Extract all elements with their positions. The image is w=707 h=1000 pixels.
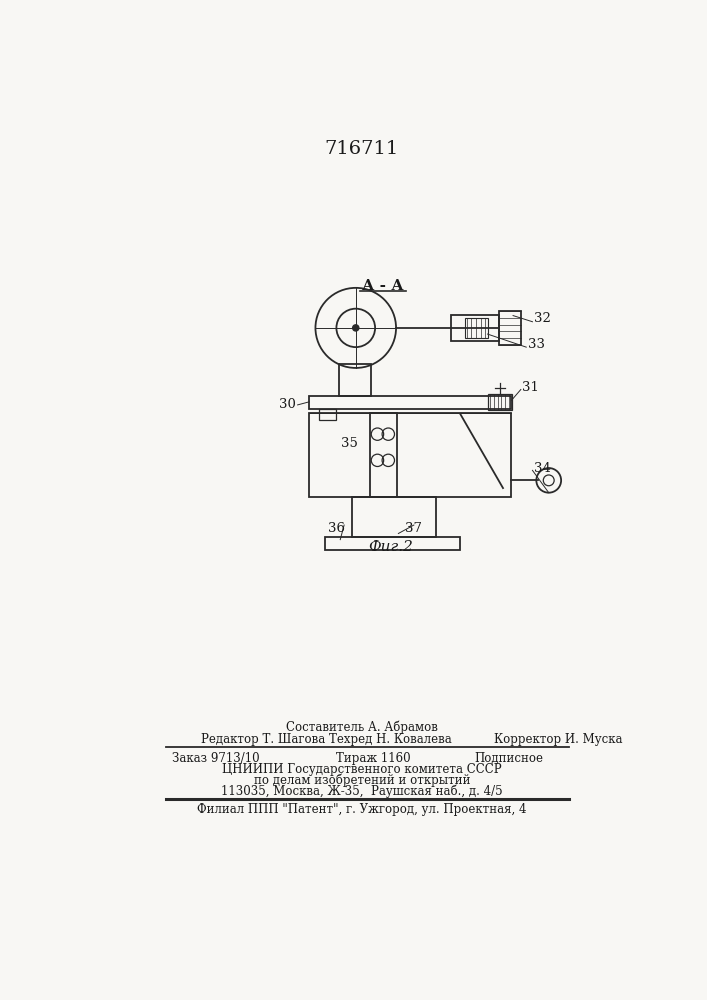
Text: Техред Н. Ковалева: Техред Н. Ковалева [329, 733, 451, 746]
Text: 33: 33 [528, 338, 545, 351]
Text: Корректор И. Муска: Корректор И. Муска [493, 733, 622, 746]
Bar [370, 413, 397, 497]
Text: 36: 36 [328, 522, 345, 535]
Text: 31: 31 [522, 381, 539, 394]
Text: 30: 30 [279, 398, 296, 411]
Text: 35: 35 [341, 437, 358, 450]
Text: Фиг.2: Фиг.2 [368, 540, 413, 554]
Circle shape [353, 325, 359, 331]
Text: 32: 32 [534, 312, 551, 325]
Text: Редактор Т. Шагова: Редактор Т. Шагова [201, 733, 325, 746]
Bar [451, 315, 499, 341]
Text: А - А: А - А [362, 279, 404, 293]
Text: Подписное: Подписное [474, 752, 543, 765]
Bar [309, 413, 510, 497]
Text: Тираж 1160: Тираж 1160 [337, 752, 411, 765]
Bar [319, 409, 336, 420]
Text: ЦНИИПИ Государственного комитета СССР: ЦНИИПИ Государственного комитета СССР [222, 763, 502, 776]
Text: Составитель А. Абрамов: Составитель А. Абрамов [286, 720, 438, 734]
Text: по делам изобретений и открытий: по делам изобретений и открытий [254, 774, 470, 787]
Text: Филиал ППП "Патент", г. Ужгород, ул. Проектная, 4: Филиал ППП "Патент", г. Ужгород, ул. Про… [197, 803, 527, 816]
Bar [309, 396, 510, 409]
Bar [465, 318, 488, 338]
Bar [489, 394, 512, 410]
Text: Заказ 9713/10: Заказ 9713/10 [172, 752, 259, 765]
Bar [499, 311, 521, 345]
Bar [352, 497, 436, 537]
Text: 716711: 716711 [325, 140, 399, 158]
Text: 113035, Москва, Ж-35,  Раушская наб., д. 4/5: 113035, Москва, Ж-35, Раушская наб., д. … [221, 785, 503, 798]
Text: 37: 37 [405, 522, 422, 535]
Text: 34: 34 [534, 462, 551, 475]
Bar [325, 537, 460, 550]
Bar [339, 364, 371, 396]
